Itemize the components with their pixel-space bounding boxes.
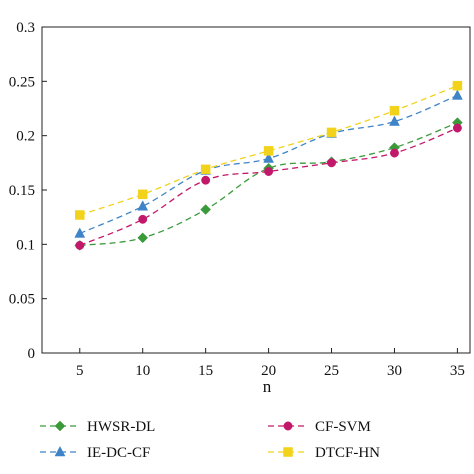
x-tick-label: 25 [324, 363, 339, 379]
series-hwsr-dl [74, 117, 463, 251]
legend-marker [283, 447, 293, 457]
plot-border [41, 26, 471, 354]
data-point [200, 204, 212, 215]
y-tick-label: 0.3 [16, 20, 35, 36]
x-tick-label: 35 [450, 363, 465, 379]
legend-label: HWSR-DL [87, 419, 155, 435]
data-point [390, 148, 399, 158]
legend-marker [54, 420, 66, 432]
data-point [74, 227, 86, 238]
legend-item: HWSR-DL [40, 419, 155, 435]
data-point [137, 232, 149, 244]
y-tick-label: 0.15 [9, 183, 35, 199]
plot-frame [41, 26, 471, 354]
legend-label: CF-SVM [315, 419, 371, 435]
data-point [326, 127, 337, 138]
x-tick-label: 10 [135, 363, 150, 379]
x-tick-label: 20 [261, 363, 276, 379]
data-point [327, 158, 336, 168]
data-point [389, 105, 400, 116]
data-point [138, 214, 148, 224]
series-line [79, 122, 458, 247]
x-axis-title: n [263, 377, 272, 396]
legend-item: IE-DC-CF [40, 445, 150, 461]
y-tick-label: 0.05 [9, 292, 35, 308]
data-point [451, 89, 463, 100]
series-lines [74, 80, 463, 251]
x-tick-label: 30 [387, 363, 402, 379]
x-tick-label: 5 [76, 363, 84, 379]
series-cf-svm [75, 123, 462, 250]
data-point [264, 167, 274, 176]
legend-marker [283, 421, 293, 431]
series-dtcf-hn [75, 80, 463, 220]
y-tick-label: 0.2 [16, 129, 35, 145]
data-point [452, 123, 462, 133]
data-point [75, 210, 85, 220]
data-point [263, 152, 275, 163]
legend-item: DTCF-HN [268, 445, 380, 461]
legend-item: CF-SVM [268, 419, 371, 435]
data-point [263, 146, 274, 156]
data-point [452, 80, 463, 91]
legend-marker [54, 445, 66, 457]
y-tick-label: 0.25 [9, 74, 35, 90]
data-point [137, 200, 149, 211]
data-point [201, 175, 211, 185]
data-point [389, 115, 400, 126]
legend-label: IE-DC-CF [87, 445, 150, 461]
y-tick-label: 0 [28, 346, 36, 362]
data-point [200, 164, 211, 175]
data-point [75, 240, 85, 250]
x-tick-label: 15 [198, 363, 213, 379]
data-point [137, 189, 148, 200]
legend: HWSR-DL CF-SVM IE-DC-CF DTCF-HN [40, 419, 380, 461]
legend-label: DTCF-HN [315, 445, 380, 461]
axis-ticks: 0 0.05 0.1 0.15 0.2 0.25 0.3 5 10 15 20 25 30 35 [9, 20, 465, 379]
y-tick-label: 0.1 [16, 237, 35, 253]
